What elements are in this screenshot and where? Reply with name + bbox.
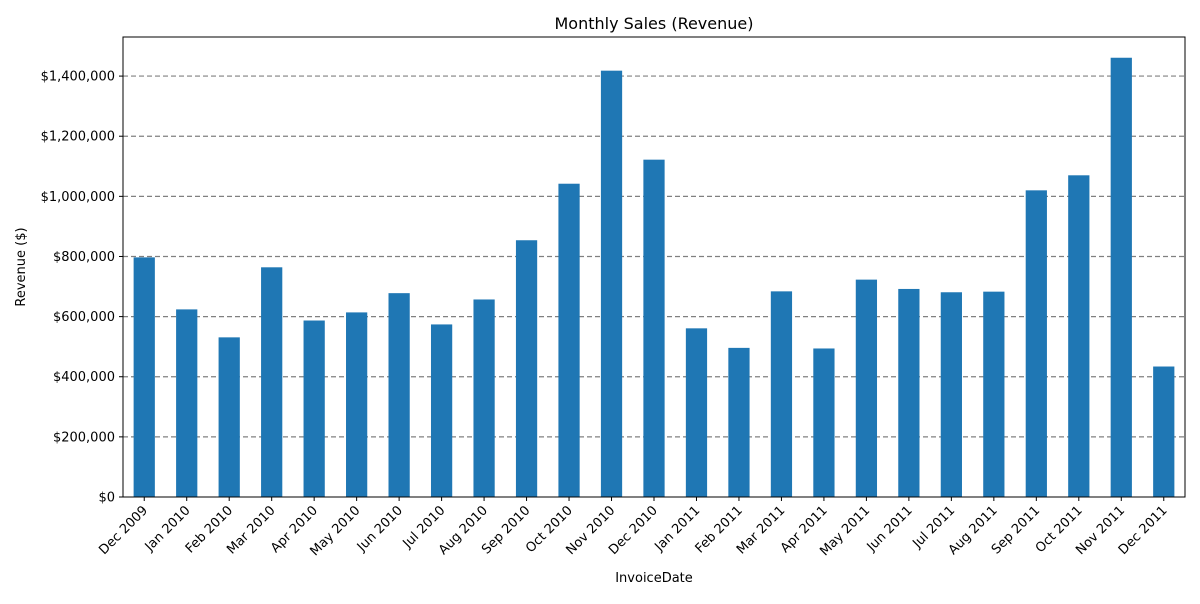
- bar: [515, 240, 538, 498]
- bar: [176, 309, 198, 497]
- bar: [261, 267, 283, 497]
- bar: [685, 328, 708, 497]
- bar: [1025, 190, 1047, 498]
- bar: [1153, 366, 1175, 497]
- bar: [898, 288, 920, 497]
- bar: [558, 183, 580, 498]
- x-tick-label: Jun 2011: [864, 503, 916, 555]
- bar: [940, 292, 962, 497]
- bar: [303, 320, 325, 497]
- bar: [770, 291, 793, 497]
- y-tick-label: $800,000: [53, 250, 115, 265]
- y-tick-label: $1,200,000: [41, 130, 115, 145]
- y-tick-label: $0: [98, 491, 115, 506]
- x-tick-label: Dec 2009: [96, 503, 151, 558]
- bar: [728, 347, 750, 497]
- bar: [430, 324, 453, 497]
- bar: [473, 299, 495, 497]
- bar: [1068, 175, 1090, 497]
- chart-title: Monthly Sales (Revenue): [555, 14, 754, 33]
- y-tick-label: $1,000,000: [41, 190, 115, 205]
- y-tick-label: $1,400,000: [41, 70, 115, 85]
- x-tick-label: Jun 2010: [354, 503, 406, 555]
- plot-frame: [122, 36, 1186, 498]
- y-tick-label: $600,000: [53, 310, 115, 325]
- bar: [346, 312, 368, 497]
- bar: [1110, 57, 1132, 498]
- bar: [813, 348, 835, 497]
- bars: [133, 57, 1175, 498]
- bar: [133, 257, 155, 497]
- bar: [855, 279, 878, 497]
- y-tick-label: $400,000: [53, 370, 115, 385]
- y-axis-ticks: $0 $200,000 $400,000 $600,000 $800,000 $1,000…: [41, 70, 123, 506]
- bar: [218, 337, 240, 497]
- bar: [643, 159, 665, 497]
- y-tick-label: $200,000: [53, 430, 115, 445]
- bar: [388, 293, 410, 497]
- bar: [600, 70, 623, 497]
- y-axis-label: Revenue ($): [14, 227, 29, 306]
- bar: [983, 291, 1005, 497]
- x-axis-label: InvoiceDate: [615, 571, 693, 586]
